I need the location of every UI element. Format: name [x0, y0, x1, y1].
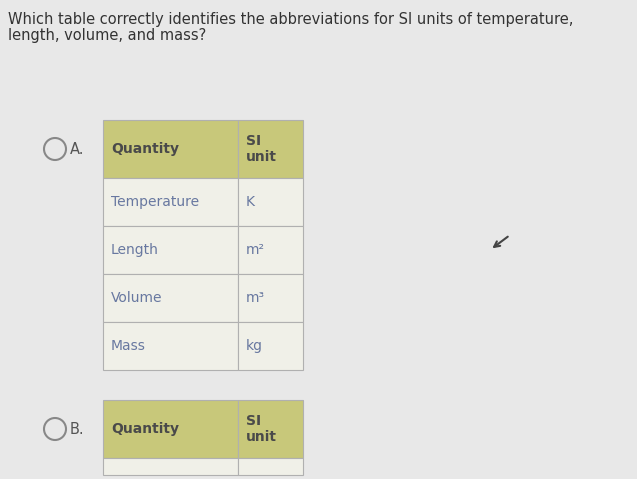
- Bar: [103, 178, 238, 226]
- Text: Which table correctly identifies the abbreviations for SI units of temperature,: Which table correctly identifies the abb…: [8, 12, 573, 27]
- Text: Volume: Volume: [111, 291, 162, 305]
- Bar: [103, 458, 238, 475]
- Bar: [103, 400, 238, 458]
- Text: Temperature: Temperature: [111, 195, 199, 209]
- Text: kg: kg: [246, 339, 263, 353]
- Text: SI
unit: SI unit: [246, 134, 277, 164]
- Text: Quantity: Quantity: [111, 422, 179, 436]
- Bar: [103, 274, 238, 322]
- Bar: [238, 274, 303, 322]
- Text: Length: Length: [111, 243, 159, 257]
- Bar: [238, 322, 303, 370]
- Text: Quantity: Quantity: [111, 142, 179, 156]
- Bar: [103, 322, 238, 370]
- Text: Mass: Mass: [111, 339, 146, 353]
- Text: length, volume, and mass?: length, volume, and mass?: [8, 28, 206, 43]
- Bar: [238, 400, 303, 458]
- Bar: [238, 178, 303, 226]
- Bar: [238, 458, 303, 475]
- Bar: [238, 120, 303, 178]
- Text: K: K: [246, 195, 255, 209]
- Text: A.: A.: [70, 141, 85, 157]
- Bar: [103, 226, 238, 274]
- Bar: [238, 226, 303, 274]
- Text: m³: m³: [246, 291, 265, 305]
- Bar: [103, 120, 238, 178]
- Text: SI
unit: SI unit: [246, 414, 277, 444]
- Text: m²: m²: [246, 243, 265, 257]
- Text: B.: B.: [70, 422, 85, 436]
